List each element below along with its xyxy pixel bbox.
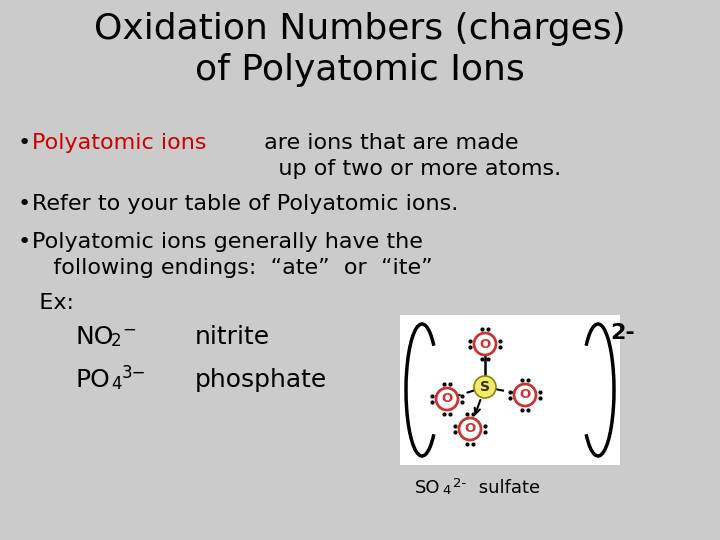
Circle shape [474, 376, 496, 398]
Text: sulfate: sulfate [473, 479, 540, 497]
Text: 4: 4 [442, 484, 451, 497]
Text: Refer to your table of Polyatomic ions.: Refer to your table of Polyatomic ions. [32, 194, 458, 214]
FancyBboxPatch shape [400, 315, 620, 465]
Text: •: • [18, 232, 31, 252]
Text: nitrite: nitrite [195, 325, 270, 349]
Text: SO: SO [415, 479, 441, 497]
Circle shape [436, 388, 458, 410]
Text: O: O [480, 338, 490, 350]
Text: −: − [122, 321, 136, 339]
Text: Polyatomic ions generally have the
   following endings:  “ate”  or  “ite”: Polyatomic ions generally have the follo… [32, 232, 433, 279]
Text: Oxidation Numbers (charges)
of Polyatomic Ions: Oxidation Numbers (charges) of Polyatomi… [94, 12, 626, 87]
Text: Polyatomic ions: Polyatomic ions [32, 133, 207, 153]
Text: Ex:: Ex: [18, 293, 74, 313]
Text: •: • [18, 133, 31, 153]
Text: phosphate: phosphate [195, 368, 328, 392]
Circle shape [474, 333, 496, 355]
Circle shape [514, 384, 536, 406]
Text: O: O [464, 422, 476, 435]
Text: PO: PO [75, 368, 109, 392]
Text: S: S [480, 380, 490, 394]
Text: NO: NO [75, 325, 113, 349]
Text: 2: 2 [111, 332, 122, 350]
Text: O: O [519, 388, 531, 402]
Text: are ions that are made
   up of two or more atoms.: are ions that are made up of two or more… [257, 133, 562, 179]
Text: 4: 4 [111, 375, 122, 393]
Text: 2-: 2- [453, 477, 467, 490]
Circle shape [459, 418, 481, 440]
Text: 2-: 2- [610, 323, 635, 343]
Text: 3−: 3− [122, 364, 146, 382]
Text: •: • [18, 194, 31, 214]
Text: O: O [441, 393, 453, 406]
